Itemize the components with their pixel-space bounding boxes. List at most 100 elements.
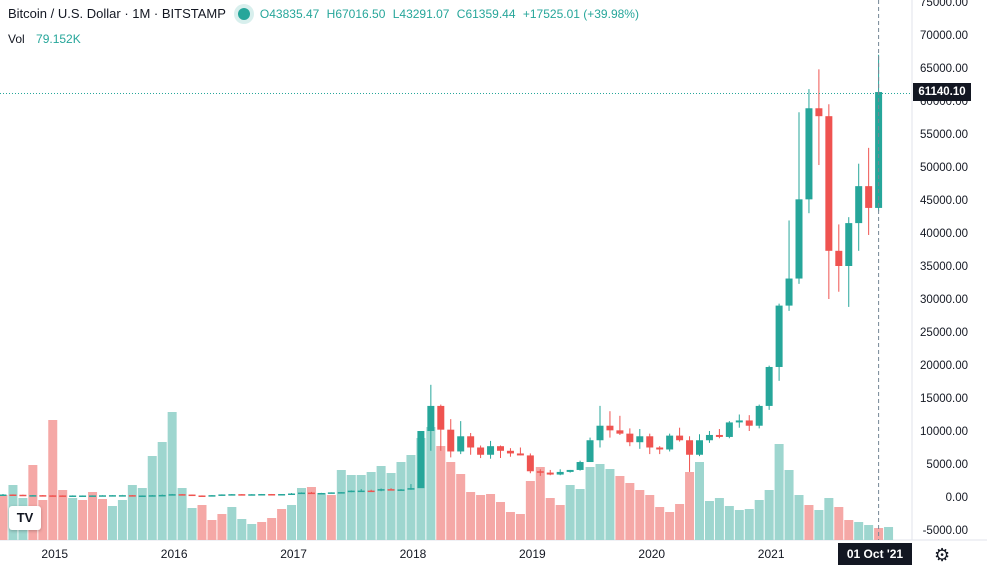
candle-body [467, 436, 475, 448]
volume-bar [366, 472, 376, 540]
candle-body [487, 446, 495, 455]
candle-body [278, 494, 286, 496]
volume-bar [814, 510, 824, 540]
chart-legend: Bitcoin / U.S. Dollar · 1M · BITSTAMP O4… [8, 6, 643, 21]
candle-body [526, 455, 534, 472]
volume-bar [287, 505, 297, 540]
volume-bar [675, 504, 685, 540]
candle-body [805, 108, 813, 200]
volume-bar [326, 495, 336, 540]
volume-bar [227, 507, 237, 540]
volume-bar [884, 527, 894, 540]
volume-bar [515, 514, 525, 540]
volume-bar [58, 490, 68, 540]
candle-body [646, 436, 654, 448]
volume-bar [107, 506, 117, 540]
candle-body [497, 446, 504, 451]
candle-body [676, 435, 684, 441]
volume-bar [237, 519, 247, 540]
volume-bar [217, 514, 227, 540]
volume-bar [167, 412, 177, 540]
volume-bar [804, 505, 814, 540]
volume-bar [595, 464, 605, 540]
volume-bar [535, 467, 545, 540]
change-value: +17525.01 (+39.98%) [522, 6, 639, 21]
candle-body [238, 494, 246, 496]
candle-body [477, 447, 485, 455]
y-tick-label: 0.00 [946, 492, 968, 504]
candle-body [288, 493, 296, 496]
candle-body [427, 405, 435, 431]
volume-bar [117, 500, 127, 540]
candle-body [218, 494, 226, 496]
volume-bar [297, 488, 306, 540]
volume-bar [456, 474, 466, 540]
x-tick-label: 2018 [400, 547, 427, 561]
volume-bar [446, 462, 456, 540]
volume-bar [615, 476, 625, 540]
volume-bar [724, 506, 734, 540]
y-tick-label: 75000.00 [920, 0, 968, 9]
volume-bar [316, 493, 326, 540]
candle-body [576, 462, 584, 470]
y-tick-label: 40000.00 [920, 228, 968, 240]
candle-body [39, 495, 47, 497]
volume-bar [854, 522, 864, 540]
low-value: L43291.07 [392, 6, 450, 21]
candle-body [128, 495, 136, 497]
y-tick-label: 10000.00 [920, 426, 968, 438]
volume-bar [834, 507, 844, 540]
volume-bar [466, 492, 476, 540]
candle-body [447, 429, 455, 452]
volume-bar [127, 485, 137, 540]
candle-body [755, 405, 763, 426]
candle-body [208, 495, 216, 497]
candle-body [686, 440, 694, 455]
candle-body [626, 433, 634, 443]
volume-bar [864, 525, 874, 540]
candle-body [795, 199, 803, 279]
candle-body [696, 440, 703, 455]
gear-icon[interactable]: ⚙ [934, 545, 951, 565]
candle-body [586, 440, 594, 463]
volume-bar [555, 505, 565, 540]
volume-bar [525, 481, 535, 540]
high-value: H67016.50 [326, 6, 386, 21]
volume-bar [436, 446, 446, 540]
volume-bar [844, 520, 854, 540]
volume-bar [704, 501, 714, 540]
candle-body [397, 489, 405, 491]
market-status-icon [237, 7, 250, 20]
volume-bar [0, 495, 8, 540]
candle-body [705, 434, 713, 441]
candle-body [337, 492, 345, 494]
volume-bar [734, 510, 744, 540]
volume-bar [177, 488, 187, 540]
y-tick-label: 35000.00 [920, 261, 968, 273]
volume-label: Vol [8, 32, 25, 46]
volume-bar [336, 470, 346, 540]
candle-body [108, 495, 116, 497]
candle-body [566, 469, 574, 472]
candle-body [347, 490, 355, 493]
candle-body [845, 223, 853, 266]
volume-bar [774, 444, 784, 540]
volume-bar [376, 466, 386, 540]
x-tick-label: 2015 [41, 547, 68, 561]
candle-body [417, 431, 425, 489]
candle-body [656, 447, 664, 450]
y-tick-label: 50000.00 [920, 162, 968, 174]
tradingview-logo[interactable]: TV [9, 506, 41, 530]
volume-bar [655, 507, 665, 540]
candle-body [725, 422, 733, 437]
volume-bar [406, 455, 416, 540]
candle-body [536, 471, 544, 473]
volume-bar [187, 508, 197, 540]
volume-bar [78, 500, 88, 540]
volume-bar [147, 456, 157, 540]
x-tick-label: 2016 [161, 547, 188, 561]
candle-body [825, 116, 833, 251]
candle-body [99, 495, 106, 497]
candle-body [19, 494, 27, 497]
